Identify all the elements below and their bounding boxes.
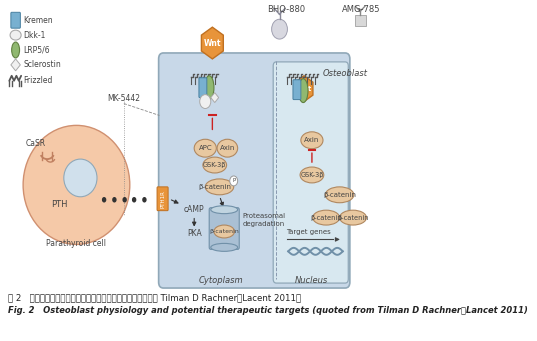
Text: Dkk-1: Dkk-1 — [24, 31, 46, 40]
Text: Sclerostin: Sclerostin — [24, 60, 61, 69]
Text: β-catenin: β-catenin — [198, 184, 231, 190]
Polygon shape — [295, 76, 313, 102]
FancyBboxPatch shape — [11, 12, 20, 28]
Text: AMG-785: AMG-785 — [342, 5, 380, 14]
Circle shape — [122, 197, 127, 203]
Ellipse shape — [64, 159, 97, 197]
Circle shape — [272, 19, 287, 39]
Text: APC: APC — [199, 145, 212, 151]
Text: Proteasomal
degradation: Proteasomal degradation — [242, 212, 286, 227]
Text: Fig. 2   Osteoblast physiology and potential therapeutic targets (quoted from Ti: Fig. 2 Osteoblast physiology and potenti… — [8, 306, 527, 315]
Ellipse shape — [205, 179, 234, 195]
Ellipse shape — [205, 76, 214, 100]
Text: PTH: PTH — [51, 200, 67, 209]
Text: Target genes: Target genes — [286, 229, 330, 236]
Text: Osteoblast: Osteoblast — [323, 69, 368, 78]
Text: CaSR: CaSR — [25, 139, 46, 148]
Text: β-catenin: β-catenin — [323, 192, 356, 198]
Text: Axin: Axin — [220, 145, 235, 151]
Ellipse shape — [217, 139, 238, 157]
Text: Wnt: Wnt — [204, 39, 221, 47]
Circle shape — [230, 176, 238, 186]
Polygon shape — [201, 27, 223, 59]
Text: P: P — [232, 178, 235, 183]
Text: β-catenin: β-catenin — [310, 214, 342, 221]
Text: 图 2   表示成骨细胞的生理作用机制和潜在的治疗靶点（转引自 Tilman D Rachner，Lacent 2011）: 图 2 表示成骨细胞的生理作用机制和潜在的治疗靶点（转引自 Tilman D R… — [8, 293, 301, 302]
FancyBboxPatch shape — [209, 208, 239, 249]
Ellipse shape — [300, 167, 324, 183]
Circle shape — [102, 197, 106, 203]
Ellipse shape — [214, 225, 235, 238]
Circle shape — [142, 197, 147, 203]
Text: MK-5442: MK-5442 — [107, 94, 140, 103]
Ellipse shape — [10, 30, 21, 40]
Circle shape — [200, 94, 211, 108]
Text: Cytoplasm: Cytoplasm — [199, 276, 243, 285]
Text: Nucleus: Nucleus — [294, 276, 328, 285]
Polygon shape — [11, 59, 20, 71]
Ellipse shape — [313, 210, 339, 225]
Text: LRP5/6: LRP5/6 — [24, 45, 50, 55]
FancyBboxPatch shape — [158, 53, 350, 288]
Polygon shape — [211, 93, 219, 103]
Text: Parathyroid cell: Parathyroid cell — [47, 239, 106, 249]
Ellipse shape — [339, 210, 366, 225]
FancyBboxPatch shape — [354, 15, 366, 26]
Ellipse shape — [299, 79, 308, 103]
Ellipse shape — [194, 139, 216, 157]
Ellipse shape — [211, 243, 238, 251]
Text: Kremen: Kremen — [24, 16, 53, 25]
Circle shape — [132, 197, 136, 203]
FancyBboxPatch shape — [199, 78, 207, 98]
Ellipse shape — [325, 187, 354, 203]
Ellipse shape — [211, 206, 238, 214]
Text: Frizzled: Frizzled — [24, 76, 53, 85]
Text: BHQ-880: BHQ-880 — [267, 5, 305, 14]
Ellipse shape — [301, 132, 323, 149]
Text: GSK-3β: GSK-3β — [203, 162, 227, 168]
Ellipse shape — [12, 42, 19, 58]
Text: cAMP: cAMP — [184, 205, 205, 214]
FancyBboxPatch shape — [293, 80, 301, 100]
Text: PKA: PKA — [187, 229, 201, 238]
Ellipse shape — [203, 157, 227, 173]
Text: β-catenin: β-catenin — [337, 214, 369, 221]
Text: Axin: Axin — [304, 137, 320, 143]
Text: GSK-3β: GSK-3β — [300, 172, 324, 178]
FancyBboxPatch shape — [157, 187, 168, 211]
Text: PTH1R: PTH1R — [160, 190, 165, 208]
Ellipse shape — [23, 125, 130, 244]
Text: β-catenin: β-catenin — [209, 229, 239, 234]
Circle shape — [112, 197, 117, 203]
Text: Wnt: Wnt — [296, 86, 312, 92]
FancyBboxPatch shape — [273, 62, 349, 283]
